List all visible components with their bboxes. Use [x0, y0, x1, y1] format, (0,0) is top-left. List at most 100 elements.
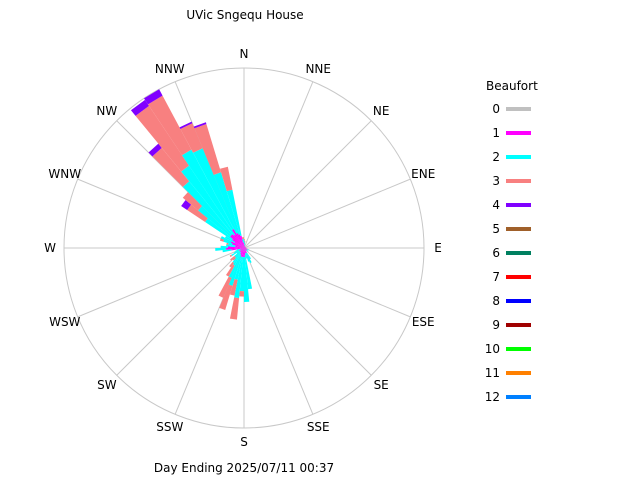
wedge-ssw-bin1-b2 [228, 256, 242, 286]
chart-footer: Day Ending 2025/07/11 00:37 [154, 461, 334, 475]
wedge-sw-bin0-b1 [240, 248, 244, 253]
wedge-nnw-bin0-b4 [144, 89, 163, 105]
legend-label-9: 9 [492, 318, 500, 332]
spoke-ene [243, 178, 411, 249]
wedge-sw-bin2-b3 [230, 255, 236, 261]
direction-label-n: N [240, 47, 249, 61]
wedge-wnw-bin0-b3 [226, 242, 229, 245]
legend-swatch-7 [506, 275, 531, 279]
wedge-ene-bin0-b1 [244, 247, 246, 248]
legend-label-0: 0 [492, 102, 500, 116]
wedge-wnw-bin1-b2 [223, 239, 233, 245]
chart-title: UVic Sngequ House [186, 8, 303, 22]
wedge-wsw-bin1-b2 [234, 250, 240, 254]
legend-label-8: 8 [492, 294, 500, 308]
spoke-wnw [77, 178, 245, 249]
wedge-nne-bin3-b1 [244, 246, 245, 248]
wedge-se-bin1-b2 [246, 250, 249, 252]
wedge-wnw-bin1-b3 [219, 238, 225, 242]
wedge-w-bin0-b1 [231, 248, 244, 251]
wedge-sse-bin1-b2 [246, 252, 252, 263]
direction-label-sse: SSE [307, 420, 330, 434]
wedge-n-bin3-b2 [244, 242, 246, 245]
wedge-sse-bin0-b1 [244, 248, 247, 253]
wedge-sse-bin2-b1 [244, 248, 247, 254]
legend-label-2: 2 [492, 150, 500, 164]
rose-wedges [130, 89, 253, 320]
wedge-wnw-bin0-b1 [235, 245, 244, 248]
wedge-ne-bin0-b1 [244, 246, 246, 248]
wedge-n-bin1-b3 [242, 237, 244, 240]
direction-label-s: S [240, 435, 248, 449]
wedge-wnw-bin2-b1 [230, 241, 244, 248]
wedge-n-bin2-b3 [244, 239, 245, 241]
wedge-w-bin3-b1 [235, 246, 244, 248]
wedge-w-bin1-b1 [226, 248, 244, 250]
wedge-n-bin3-b1 [244, 244, 245, 248]
legend-swatch-5 [506, 227, 531, 231]
wedge-se-bin2-b1 [244, 248, 247, 251]
wedge-ene-bin3-b1 [244, 247, 246, 248]
wedge-ene-bin2-b1 [244, 247, 246, 248]
wedge-n-bin2-b2 [244, 240, 245, 245]
wedge-sw-bin3-b2 [236, 250, 242, 254]
wedge-ene-bin1-b1 [244, 247, 246, 248]
direction-label-ssw: SSW [156, 420, 183, 434]
wedge-se-bin0-b1 [244, 248, 247, 251]
legend-label-5: 5 [492, 222, 500, 236]
spoke-ssw [174, 247, 245, 415]
wedge-nw-bin0-b3 [187, 204, 208, 222]
wedge-nw-bin2-b3 [152, 147, 190, 187]
wedge-nw-bin2-b1 [231, 234, 244, 248]
wedge-n-bin0-b3 [241, 237, 244, 240]
legend-swatch-2 [506, 155, 531, 159]
wedge-w-bin0-b2 [222, 249, 232, 253]
wedge-n-bin1-b2 [243, 239, 244, 243]
legend-label-10: 10 [485, 342, 500, 356]
wedge-nnw-bin0-b3 [148, 95, 192, 156]
wedge-wnw-bin1-b1 [231, 243, 244, 248]
wedge-nw-bin0-b1 [232, 238, 244, 248]
legend-swatch-4 [506, 203, 531, 207]
wedge-nw-bin3-b3 [135, 105, 189, 172]
legend-swatch-9 [506, 323, 531, 327]
wedge-sw-bin2-b1 [239, 248, 244, 252]
wedge-nnw-bin0-b1 [232, 228, 244, 248]
legend-label-7: 7 [492, 270, 500, 284]
wedge-wsw-bin3-b1 [240, 248, 244, 250]
wedge-ssw-bin0-b1 [241, 248, 244, 257]
wedge-wsw-bin0-b1 [239, 248, 244, 251]
direction-labels: N NNE NE ENE E ESE SE SSE S SSW SW WSW W WNW NW NNW [44, 47, 442, 449]
wedge-nw-bin2-b2 [182, 181, 233, 236]
wedge-w-bin2-b1 [227, 246, 244, 248]
wedge-s-bin3-b2 [234, 256, 244, 299]
wedge-nne-bin1-b1 [244, 246, 245, 248]
wedge-ese-bin1-b2 [247, 249, 250, 251]
wedge-nnw-bin3-b3 [219, 166, 233, 192]
wedge-ssw-bin3-b1 [240, 248, 244, 255]
direction-label-ese: ESE [412, 315, 435, 329]
legend-label-3: 3 [492, 174, 500, 188]
wedge-ssw-bin1-b3 [219, 284, 233, 311]
direction-label-w: W [44, 241, 56, 255]
wedge-nnw-bin1-b3 [180, 123, 203, 153]
wedge-s-bin0-b2 [244, 255, 253, 290]
direction-label-nnw: NNW [155, 62, 185, 76]
wedge-sw-bin0-b3 [229, 261, 234, 268]
direction-label-nne: NNE [305, 62, 331, 76]
direction-label-se: SE [374, 378, 389, 392]
wedge-sse-bin1-b1 [244, 248, 247, 253]
wedge-w-bin3-b2 [226, 244, 236, 248]
wedge-ssw-bin1-b1 [240, 248, 244, 257]
wedge-wnw-bin3-b2 [224, 236, 236, 243]
wedge-nw-bin2-b4 [148, 143, 162, 157]
direction-label-sw: SW [97, 378, 117, 392]
wedge-wsw-bin1-b1 [239, 248, 244, 251]
wedge-wsw-bin0-b3 [229, 254, 233, 257]
wedge-se-bin3-b2 [245, 249, 247, 251]
direction-label-ene: ENE [411, 167, 435, 181]
wedge-sw-bin3-b1 [241, 248, 244, 251]
wedge-ne-bin2-b1 [244, 246, 246, 248]
